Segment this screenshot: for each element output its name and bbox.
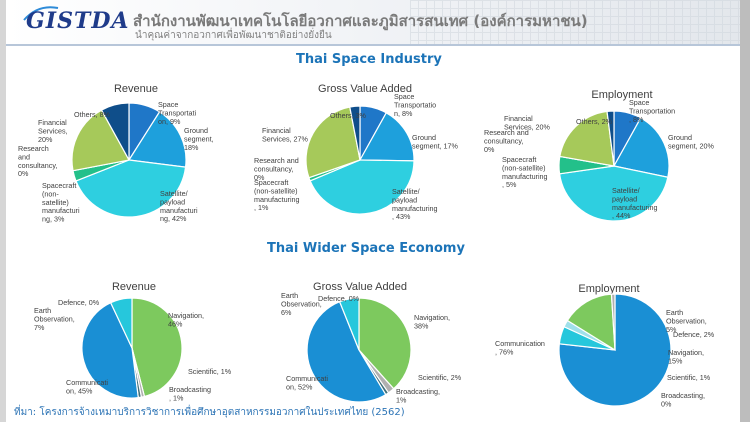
data-label-thai-wider-space-economy-gross-value-added-defence: Defence, 0% bbox=[318, 294, 360, 303]
pie-slice-thai-space-industry-gross-value-added-financial-services bbox=[305, 106, 361, 179]
data-label-thai-wider-space-economy-employment-broadcasting: Broadcasting, 0% bbox=[661, 391, 705, 408]
data-label-thai-space-industry-employment-financial-services: Financial Services, 20% bbox=[504, 114, 551, 131]
data-label-thai-space-industry-revenue-satellite-payload-manufacturing: Satellite/payload manufacturi ng, 42% bbox=[160, 189, 198, 223]
logo-swoosh-icon bbox=[23, 6, 59, 21]
frame-right bbox=[740, 0, 750, 422]
pie-slice-thai-wider-space-economy-revenue-navigation bbox=[131, 297, 183, 398]
pie-slice-thai-space-industry-revenue-financial-services bbox=[71, 109, 130, 172]
pie-slice-thai-wider-space-economy-employment-communication bbox=[558, 293, 672, 407]
data-label-thai-space-industry-gross-value-added-research-and-consultancy: Research and consultancy, 0% bbox=[254, 156, 299, 182]
pie-slice-thai-wider-space-economy-revenue-communication bbox=[81, 301, 139, 399]
data-label-thai-wider-space-economy-employment-defence: Defence, 2% bbox=[673, 330, 715, 339]
data-label-thai-wider-space-economy-employment-earth-observation: Earth Observation, 5% bbox=[666, 308, 707, 334]
pie-slice-thai-space-industry-employment-others bbox=[606, 110, 615, 167]
pie-slice-thai-space-industry-employment-ground-segment bbox=[613, 117, 670, 178]
header-subtitle: นำคุณค่าจากอวกาศเพื่อพัฒนาชาติอย่างยั่งย… bbox=[135, 30, 332, 41]
pie-slice-thai-wider-space-economy-gross-value-added-navigation bbox=[358, 297, 412, 390]
data-label-thai-space-industry-employment-others: Others, 2% bbox=[576, 117, 613, 126]
footer-source: ที่มา: โครงการจ้างเหมาบริการวิชาการเพื่อ… bbox=[14, 407, 405, 418]
data-label-thai-wider-space-economy-revenue-defence: Defence, 0% bbox=[58, 298, 100, 307]
data-label-thai-space-industry-gross-value-added-satellite-payload-manufacturing: Satellite/payload manufacturing, 43% bbox=[392, 187, 438, 221]
section-title-wider-economy: Thai Wider Space Economy bbox=[267, 241, 465, 256]
pie-slice-thai-space-industry-revenue-others bbox=[100, 102, 130, 161]
pie-slice-thai-wider-space-economy-employment-navigation bbox=[566, 293, 616, 352]
data-label-thai-space-industry-revenue-financial-services: Financial Services, 20% bbox=[38, 118, 68, 144]
data-label-thai-wider-space-economy-employment-scientific: Scientific, 1% bbox=[667, 373, 711, 382]
data-label-thai-space-industry-gross-value-added-others: Others, 3% bbox=[330, 111, 367, 120]
data-label-thai-wider-space-economy-revenue-navigation: Navigation, 46% bbox=[168, 311, 204, 328]
header-banner bbox=[6, 0, 740, 44]
data-label-thai-wider-space-economy-revenue-earth-observation: Earth Observation, 7% bbox=[34, 306, 75, 332]
data-label-thai-space-industry-gross-value-added-spacecraft-non-satellite-manufacturing: Spacecraft (non-satellite) manufacturing, … bbox=[254, 178, 300, 212]
data-label-thai-space-industry-revenue-research-and-consultancy: Research and consultancy, 0% bbox=[18, 144, 57, 178]
data-label-thai-space-industry-gross-value-added-financial-services: Financial Services, 27% bbox=[262, 126, 309, 143]
data-label-thai-wider-space-economy-gross-value-added-earth-observation: Earth Observation, 6% bbox=[281, 291, 322, 317]
data-label-thai-space-industry-revenue-ground-segment: Ground segment, 18% bbox=[184, 126, 214, 152]
data-label-thai-space-industry-gross-value-added-space-transportation: Space Transportatio n, 8% bbox=[394, 92, 436, 118]
chart-title-thai-wider-space-economy-gross-value-added: Gross Value Added bbox=[313, 281, 407, 293]
data-label-thai-space-industry-employment-ground-segment: Ground segment, 20% bbox=[668, 133, 715, 150]
frame-left bbox=[0, 0, 6, 422]
data-label-thai-wider-space-economy-revenue-scientific: Scientific, 1% bbox=[188, 367, 232, 376]
pie-slice-thai-space-industry-employment-satellite-payload-manufacturing bbox=[558, 165, 669, 222]
header-divider bbox=[6, 44, 740, 46]
data-label-thai-space-industry-revenue-space-transportation: Space Transportati on, 9% bbox=[158, 100, 196, 126]
data-label-thai-space-industry-employment-satellite-payload-manufacturing: Satellite/payload manufacturing, 44% bbox=[612, 186, 658, 220]
data-label-thai-wider-space-economy-revenue-broadcasting: Broadcasting, 1% bbox=[169, 385, 211, 402]
header-title: สำนักงานพัฒนาเทคโนโลยีอวกาศและภูมิสารสนเ… bbox=[133, 12, 588, 30]
section-title-industry: Thai Space Industry bbox=[296, 52, 442, 67]
data-label-thai-wider-space-economy-gross-value-added-navigation: Navigation, 38% bbox=[414, 313, 450, 330]
pie-slice-thai-wider-space-economy-gross-value-added-communication bbox=[306, 300, 387, 403]
pie-slice-thai-space-industry-revenue-ground-segment bbox=[127, 111, 187, 168]
data-label-thai-wider-space-economy-gross-value-added-scientific: Scientific, 2% bbox=[418, 373, 462, 382]
chart-title-thai-space-industry-gross-value-added: Gross Value Added bbox=[318, 83, 412, 95]
data-label-thai-wider-space-economy-employment-communication: Communication, 76% bbox=[495, 339, 545, 356]
pie-slice-thai-space-industry-employment-financial-services bbox=[559, 110, 615, 167]
data-label-thai-wider-space-economy-revenue-communication: Communicati on, 45% bbox=[66, 378, 108, 395]
pie-slice-thai-space-industry-gross-value-added-satellite-payload-manufacturing bbox=[309, 159, 415, 215]
pie-slice-thai-space-industry-revenue-satellite-payload-manufacturing bbox=[75, 159, 187, 218]
data-label-thai-space-industry-employment-space-transportation: Space Transportation, 8% bbox=[629, 98, 675, 124]
chart-title-thai-space-industry-employment: Employment bbox=[591, 89, 652, 101]
chart-title-thai-wider-space-economy-revenue: Revenue bbox=[112, 281, 156, 293]
pie-slice-thai-space-industry-gross-value-added-ground-segment bbox=[358, 111, 415, 162]
data-label-thai-space-industry-employment-research-and-consultancy: Research and consultancy, 0% bbox=[484, 128, 529, 154]
pie-slice-thai-space-industry-gross-value-added-others bbox=[349, 105, 361, 161]
data-label-thai-space-industry-revenue-spacecraft-non-satellite-manufacturing: Spacecraft (non-satellite) manufacturi ng, … bbox=[42, 181, 80, 224]
data-label-thai-space-industry-gross-value-added-ground-segment: Ground segment, 17% bbox=[412, 133, 459, 150]
logo: GISTDA bbox=[26, 8, 130, 34]
header-grid-pattern bbox=[410, 0, 740, 44]
data-label-thai-wider-space-economy-gross-value-added-broadcasting: Broadcasting, 1% bbox=[396, 387, 440, 404]
data-label-thai-space-industry-revenue-others: Others, 8% bbox=[74, 110, 111, 119]
data-label-thai-space-industry-employment-spacecraft-non-satellite-manufacturing: Spacecraft (non-satellite) manufacturing, … bbox=[502, 155, 548, 189]
data-label-thai-wider-space-economy-gross-value-added-communication: Communicati on, 52% bbox=[286, 374, 328, 391]
chart-title-thai-wider-space-economy-employment: Employment bbox=[578, 283, 639, 295]
data-label-thai-wider-space-economy-employment-navigation: Navigation, 15% bbox=[668, 348, 704, 365]
chart-title-thai-space-industry-revenue: Revenue bbox=[114, 83, 158, 95]
